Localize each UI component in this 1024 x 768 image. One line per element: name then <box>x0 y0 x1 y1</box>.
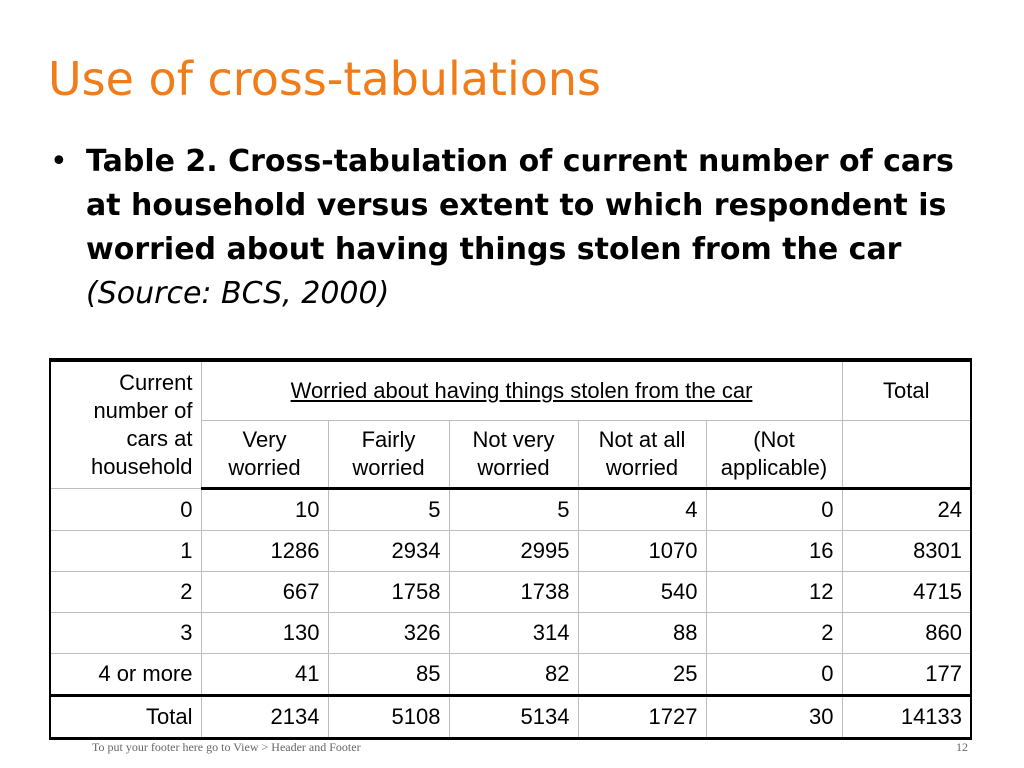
table-cell: 1286 <box>200 530 329 572</box>
total-cell: 5108 <box>327 694 450 740</box>
total-cell: 30 <box>705 694 843 740</box>
total-row-label: Total <box>49 694 202 740</box>
row-label: 4 or more <box>49 653 202 696</box>
table-cell: 1758 <box>327 571 450 613</box>
table-cell: 12 <box>705 571 843 613</box>
table-cell: 1070 <box>577 530 707 572</box>
table-cell: 88 <box>577 612 707 654</box>
table-cell: 314 <box>448 612 579 654</box>
table-cell: 326 <box>327 612 450 654</box>
total-row: Total 2134 5108 5134 1727 30 14133 <box>49 694 973 740</box>
row-total-cell: 4715 <box>841 571 973 613</box>
row-header: Current number of cars at household <box>49 358 202 489</box>
footer-text: To put your footer here go to View > Hea… <box>92 740 361 754</box>
grand-total-cell: 14133 <box>841 694 973 740</box>
table-cell: 5 <box>448 488 579 531</box>
table-cell: 82 <box>448 653 579 696</box>
table-cell: 16 <box>705 530 843 572</box>
total-cell: 2134 <box>200 694 329 740</box>
total-cell: 1727 <box>577 694 707 740</box>
col-header-label: Not at all worried <box>598 427 686 480</box>
total-cell: 5134 <box>448 694 579 740</box>
total-header: Total <box>841 358 973 421</box>
table-source: (Source: BCS, 2000) <box>86 276 390 311</box>
table-row: 2 667 1758 1738 540 12 4715 <box>49 571 973 613</box>
table-row: 3 130 326 314 88 2 860 <box>49 612 973 654</box>
bullet-text: Table 2. Cross-tabulation of current num… <box>86 140 966 316</box>
row-header-label: Current number of cars at household <box>90 370 193 479</box>
col-header-empty <box>841 420 973 490</box>
table-cell: 0 <box>705 653 843 696</box>
table-cell: 1738 <box>448 571 579 613</box>
col-header-label: (Not applicable) <box>720 427 828 480</box>
table-cell: 2934 <box>327 530 450 572</box>
bullet-item: • Table 2. Cross-tabulation of current n… <box>50 140 970 316</box>
slide-title: Use of cross-tabulations <box>48 52 602 106</box>
table-cell: 2 <box>705 612 843 654</box>
table-row: 4 or more 41 85 82 25 0 177 <box>49 653 973 696</box>
table-cell: 540 <box>577 571 707 613</box>
row-label: 2 <box>49 571 202 613</box>
col-header-not-at-all-worried: Not at all worried <box>577 420 707 490</box>
table-cell: 85 <box>327 653 450 696</box>
col-header-not-applicable: (Not applicable) <box>705 420 843 490</box>
table-cell: 10 <box>200 488 329 531</box>
table-cell: 5 <box>327 488 450 531</box>
row-total-cell: 24 <box>841 488 973 531</box>
bullet-dot: • <box>50 144 68 179</box>
table-caption: Table 2. Cross-tabulation of current num… <box>86 144 954 267</box>
col-header-not-very-worried: Not very worried <box>448 420 579 490</box>
table-cell: 130 <box>200 612 329 654</box>
row-label: 1 <box>49 530 202 572</box>
table-row: 1 1286 2934 2995 1070 16 8301 <box>49 530 973 572</box>
col-header-label: Very worried <box>228 427 301 480</box>
group-header-label: Worried about having things stolen from … <box>290 378 753 403</box>
row-label: 3 <box>49 612 202 654</box>
col-header-fairly-worried: Fairly worried <box>327 420 450 490</box>
table-row: 0 10 5 5 4 0 24 <box>49 488 973 531</box>
table-cell: 41 <box>200 653 329 696</box>
col-header-very-worried: Very worried <box>200 420 329 490</box>
table-cell: 2995 <box>448 530 579 572</box>
table-cell: 4 <box>577 488 707 531</box>
row-total-cell: 177 <box>841 653 973 696</box>
table-cell: 0 <box>705 488 843 531</box>
row-label: 0 <box>49 488 202 531</box>
group-header: Worried about having things stolen from … <box>200 358 843 421</box>
total-header-label: Total <box>883 378 930 403</box>
col-header-label: Not very worried <box>472 427 555 480</box>
slide-number: 12 <box>956 740 968 754</box>
table-cell: 25 <box>577 653 707 696</box>
row-total-cell: 860 <box>841 612 973 654</box>
row-total-cell: 8301 <box>841 530 973 572</box>
crosstab: Current number of cars at household Worr… <box>49 358 973 740</box>
cross-tabulation-table: Current number of cars at household Worr… <box>49 358 973 740</box>
table-cell: 667 <box>200 571 329 613</box>
col-header-label: Fairly worried <box>352 427 425 480</box>
